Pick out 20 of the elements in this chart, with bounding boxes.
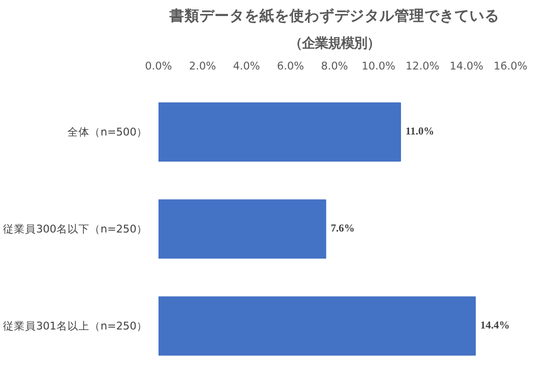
- x-tick-label: 16.0%: [494, 60, 528, 72]
- chart-title: 書類データを紙を使わずデジタル管理できている: [168, 8, 500, 24]
- y-tick-label: 従業員301名以上（n=250）: [3, 320, 148, 332]
- y-tick-label: 全体（n=500）: [67, 126, 148, 138]
- bar: [158, 199, 326, 259]
- x-tick-label: 0.0%: [144, 60, 172, 72]
- bar: [158, 296, 476, 356]
- x-tick-label: 8.0%: [320, 60, 348, 72]
- data-label: 11.0%: [406, 126, 434, 138]
- data-label: 7.6%: [330, 224, 355, 234]
- bar: [158, 102, 401, 162]
- y-tick-label: 従業員300名以下（n=250）: [3, 222, 148, 236]
- chart-subtitle: （企業規模別）: [289, 36, 380, 52]
- x-tick-label: 10.0%: [362, 60, 396, 72]
- x-tick-label: 4.0%: [232, 60, 260, 72]
- x-tick-label: 2.0%: [188, 60, 216, 72]
- x-tick-label: 6.0%: [276, 60, 304, 72]
- x-tick-label: 14.0%: [450, 60, 484, 72]
- x-tick-label: 12.0%: [406, 60, 440, 72]
- data-label: 14.4%: [480, 320, 510, 332]
